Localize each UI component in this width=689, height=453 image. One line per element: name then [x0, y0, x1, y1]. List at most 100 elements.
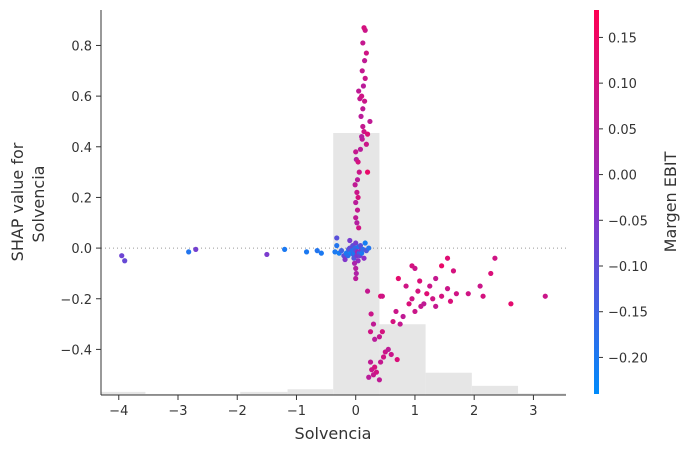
data-point-139	[403, 283, 409, 289]
data-point-81	[361, 25, 367, 31]
data-point-130	[450, 268, 457, 274]
x-tick-label-1: −3	[168, 404, 187, 419]
data-point-41	[362, 240, 368, 246]
data-point-65	[359, 134, 365, 140]
y-tick-label-6: 0.8	[71, 39, 92, 54]
data-point-85	[368, 311, 374, 317]
data-point-66	[363, 141, 369, 147]
data-point-68	[358, 113, 364, 119]
data-point-44	[351, 260, 358, 266]
colorbar-tick-label-4: 0.00	[608, 169, 637, 184]
colorbar-tick-label-7: 0.15	[608, 31, 637, 46]
data-point-40	[361, 255, 367, 261]
y-tick-label-2: 0.0	[71, 242, 92, 257]
data-point-113	[415, 288, 421, 294]
data-point-126	[412, 265, 418, 271]
data-point-2	[186, 249, 192, 255]
data-point-121	[447, 298, 454, 304]
x-tick-label-5: 1	[411, 404, 419, 419]
data-point-79	[360, 40, 366, 46]
x-axis-ticks: −4 −3 −2 −1 0 1 2 3	[109, 395, 538, 419]
data-point-48	[354, 189, 360, 195]
data-point-94	[377, 359, 384, 365]
data-point-110	[406, 301, 412, 307]
data-point-46	[353, 270, 359, 277]
data-point-95	[388, 351, 394, 358]
data-point-120	[444, 286, 451, 292]
data-point-124	[395, 275, 401, 282]
data-point-89	[376, 334, 383, 340]
y-axis-ticks: −0.4 −0.2 0.0 0.2 0.4 0.6 0.8	[60, 39, 101, 358]
data-point-122	[453, 291, 460, 297]
data-point-10	[334, 242, 340, 249]
data-point-57	[356, 169, 362, 175]
colorbar-ticks: −0.20 −0.15 −0.10 −0.05 0.00 0.05 0.10 0.15	[599, 31, 648, 366]
histogram-bar-8	[471, 385, 519, 395]
data-point-111	[409, 296, 415, 302]
data-point-84	[364, 288, 371, 294]
data-point-54	[356, 225, 362, 231]
data-point-3	[193, 246, 199, 252]
data-point-61	[357, 146, 364, 152]
data-point-1	[122, 258, 128, 264]
data-point-8	[318, 250, 324, 256]
histogram-bar-6	[379, 324, 426, 395]
data-point-112	[412, 308, 418, 315]
data-point-138	[433, 275, 439, 282]
data-point-51	[354, 207, 361, 213]
data-point-73	[356, 88, 362, 94]
histogram-bar-1	[145, 393, 193, 395]
data-point-104	[372, 364, 378, 370]
colorbar-tick-label-0: −0.20	[608, 351, 648, 366]
data-point-83	[367, 118, 373, 125]
data-point-45	[353, 265, 359, 271]
data-point-86	[370, 321, 377, 327]
data-point-87	[367, 329, 374, 335]
histogram-bar-0	[101, 391, 146, 395]
data-point-49	[353, 199, 359, 206]
data-point-90	[379, 329, 385, 335]
data-point-72	[359, 93, 365, 99]
colorbar-tick-label-6: 0.10	[608, 77, 637, 92]
y-tick-label-3: 0.2	[71, 191, 92, 206]
data-point-20	[347, 237, 353, 244]
data-point-82	[364, 169, 371, 175]
data-point-107	[393, 308, 399, 315]
histogram-bar-9	[518, 393, 566, 395]
x-axis-label: Solvencia	[295, 424, 372, 443]
data-point-134	[488, 270, 494, 277]
y-tick-label-1: −0.2	[60, 293, 92, 308]
data-point-70	[361, 98, 368, 104]
histogram-bar-4	[287, 389, 334, 395]
data-point-76	[359, 68, 365, 74]
data-point-4	[264, 251, 270, 258]
data-point-43	[366, 245, 372, 251]
data-point-132	[477, 283, 483, 289]
data-point-36	[357, 242, 364, 249]
data-point-129	[444, 255, 451, 261]
data-point-77	[361, 58, 368, 64]
data-point-115	[424, 291, 430, 297]
scatter-points	[119, 25, 548, 383]
data-point-131	[465, 291, 471, 297]
y-tick-label-5: 0.6	[71, 90, 92, 105]
data-point-133	[480, 293, 486, 299]
data-point-55	[352, 182, 358, 188]
colorbar	[594, 10, 599, 394]
data-point-135	[492, 255, 498, 261]
data-point-92	[385, 346, 391, 353]
data-point-109	[400, 313, 406, 320]
x-tick-label-4: 0	[352, 404, 360, 419]
y-axis-label-line-2: Solvencia	[29, 166, 48, 243]
data-point-11	[334, 235, 340, 241]
data-point-29	[353, 240, 359, 246]
histogram-bar-3	[240, 391, 288, 395]
data-point-97	[394, 356, 400, 363]
data-point-118	[433, 303, 439, 309]
data-point-47	[353, 275, 359, 282]
data-point-50	[355, 194, 361, 201]
data-point-74	[360, 83, 367, 89]
x-tick-label-6: 2	[470, 404, 478, 419]
x-tick-label-0: −4	[109, 404, 128, 419]
data-point-13	[338, 248, 345, 254]
